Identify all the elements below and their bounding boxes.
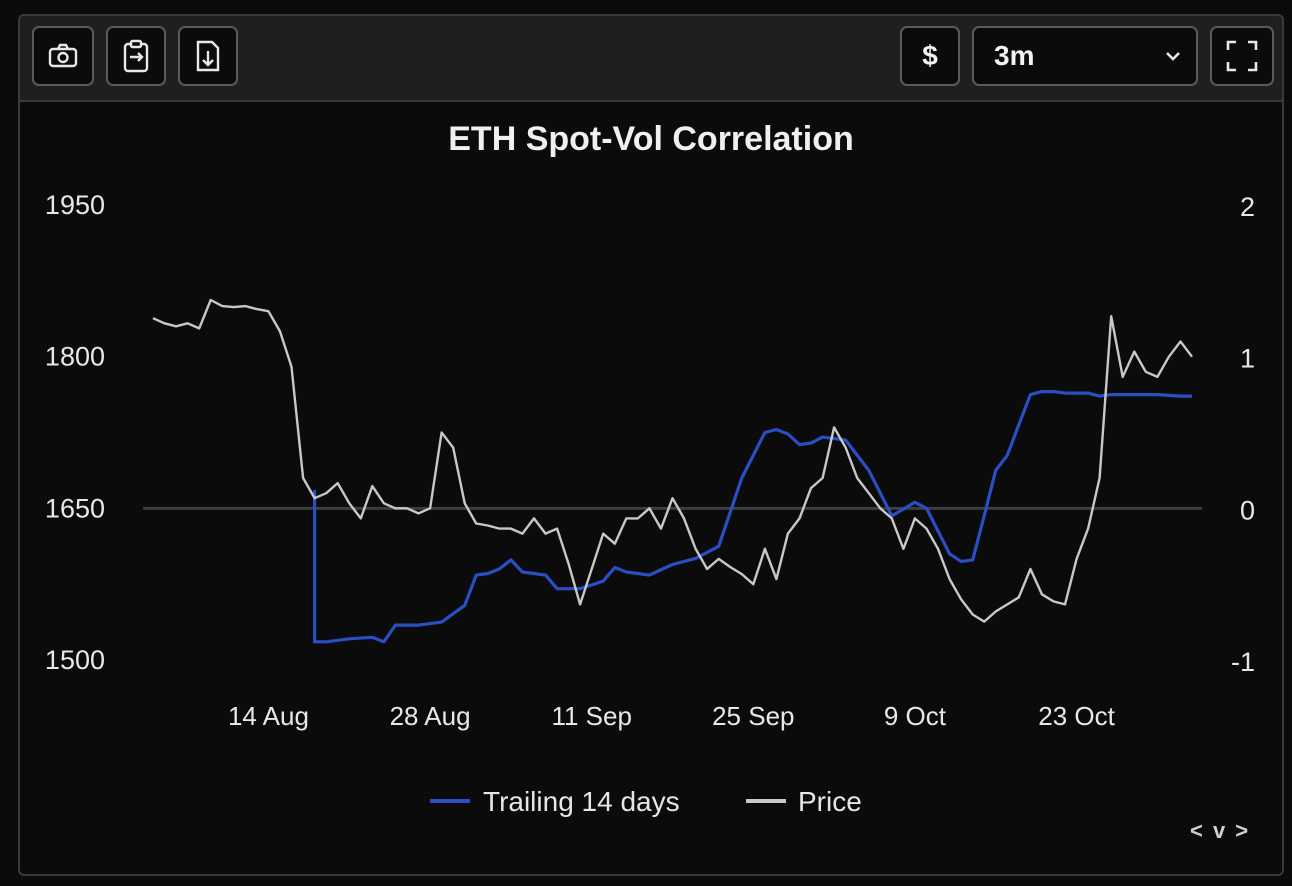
legend-item-price[interactable]: Price [746, 786, 862, 817]
range-select-value: 3m [994, 40, 1035, 71]
y-right-tick-label: 2 [1240, 192, 1255, 222]
y-left-tick-label: 1800 [45, 342, 105, 372]
y-left-tick-label: 1500 [45, 645, 105, 675]
clipboard-icon [123, 39, 149, 73]
y-left-tick-label: 1650 [45, 493, 105, 523]
x-tick-label: 14 Aug [228, 701, 309, 731]
y-right-tick-label: 1 [1240, 344, 1255, 374]
x-tick-label: 28 Aug [390, 701, 471, 731]
camera-icon [48, 43, 78, 68]
chevron-down-icon [1166, 52, 1180, 61]
x-tick-label: 25 Sep [712, 701, 794, 731]
range-select[interactable]: 3m [972, 26, 1198, 86]
legend-item-trailing[interactable]: Trailing 14 days [430, 786, 680, 817]
fullscreen-icon [1226, 40, 1258, 72]
y-right-tick-label: -1 [1231, 647, 1255, 677]
x-tick-label: 9 Oct [884, 701, 947, 731]
y-right-tick-label: 0 [1240, 495, 1255, 525]
x-tick-label: 23 Oct [1038, 701, 1115, 731]
series-line-trailing[interactable] [313, 390, 1192, 644]
download-file-icon [196, 40, 220, 72]
chart-title: ETH Spot-Vol Correlation [448, 120, 853, 158]
legend-label-trailing: Trailing 14 days [483, 786, 680, 817]
series-line-price[interactable] [152, 298, 1193, 623]
legend-nav-arrows[interactable]: < v > [1190, 818, 1251, 843]
fullscreen-button[interactable] [1210, 26, 1274, 86]
copy-to-clipboard-button[interactable] [106, 26, 166, 86]
legend: Trailing 14 days Price [430, 786, 862, 817]
camera-button[interactable] [32, 26, 94, 86]
currency-toggle-button[interactable]: $ [900, 26, 960, 86]
axes-layer: 1950 1800 1650 1500 2 1 0 -1 14 Aug 28 Aug 11 Sep 2… [45, 190, 1255, 731]
download-button[interactable] [178, 26, 238, 86]
series-layer [152, 298, 1193, 644]
y-left-tick-label: 1950 [45, 190, 105, 220]
x-tick-label: 11 Sep [551, 701, 631, 731]
chart-toolbar: $ 3m [20, 16, 1282, 102]
currency-label: $ [922, 40, 938, 71]
chart-panel: $ 3m [18, 14, 1284, 876]
legend-label-price: Price [798, 786, 862, 817]
